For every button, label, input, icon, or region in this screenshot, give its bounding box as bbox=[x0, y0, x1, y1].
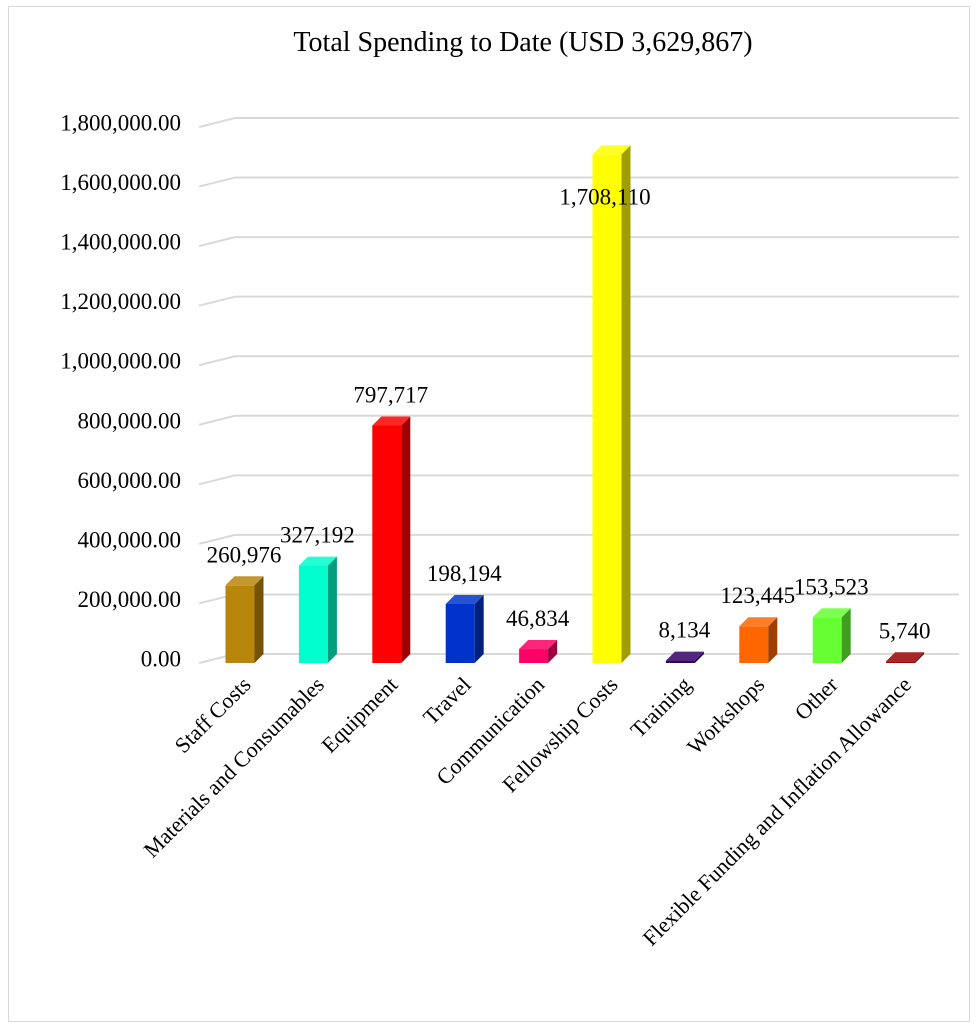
bar-front bbox=[225, 585, 255, 663]
bar-front bbox=[519, 649, 549, 663]
bar-side bbox=[841, 608, 851, 663]
y-tick-label: 400,000.00 bbox=[78, 527, 182, 552]
data-label: 1,708,110 bbox=[559, 184, 650, 209]
y-tick-label: 1,000,000.00 bbox=[60, 349, 181, 374]
y-tick-label: 1,200,000.00 bbox=[60, 289, 181, 314]
bar-side bbox=[768, 617, 778, 663]
bar-side bbox=[548, 640, 558, 663]
gridline-diagonal bbox=[198, 414, 236, 426]
bar-top bbox=[445, 594, 484, 604]
bar-top bbox=[886, 652, 925, 662]
y-tick-label: 200,000.00 bbox=[78, 587, 182, 612]
y-tick-label: 800,000.00 bbox=[78, 408, 182, 433]
bar bbox=[739, 617, 778, 663]
data-label: 153,523 bbox=[794, 574, 869, 599]
data-label: 5,740 bbox=[879, 618, 931, 643]
bar-top bbox=[665, 651, 704, 661]
data-label: 327,192 bbox=[280, 523, 355, 548]
bar bbox=[665, 651, 704, 663]
bar-front bbox=[886, 661, 916, 663]
bar-side bbox=[915, 652, 925, 663]
bar-side bbox=[401, 416, 411, 663]
bar-top bbox=[372, 416, 411, 426]
gridline-diagonal bbox=[198, 176, 236, 188]
bar bbox=[519, 640, 558, 663]
bar bbox=[812, 608, 851, 663]
bar-chart: Total Spending to Date (USD 3,629,867) 0… bbox=[60, 27, 959, 951]
bar-top bbox=[225, 576, 264, 586]
bar bbox=[592, 145, 631, 663]
chart-frame: Total Spending to Date (USD 3,629,867) 0… bbox=[8, 6, 970, 1022]
bar-front bbox=[372, 425, 402, 663]
bar-top bbox=[592, 145, 631, 155]
bar-side bbox=[327, 556, 337, 663]
category-label: Flexible Funding and Inflation Allowance bbox=[637, 672, 916, 951]
bar-side bbox=[474, 594, 484, 663]
category-label: Travel bbox=[418, 672, 476, 730]
bar-side bbox=[694, 651, 704, 663]
data-label: 797,717 bbox=[353, 382, 428, 407]
bar bbox=[445, 594, 484, 663]
bar-top bbox=[519, 640, 558, 650]
y-tick-label: 600,000.00 bbox=[78, 468, 182, 493]
y-axis-tick-labels: 0.00 200,000.00 400,000.00 600,000.00 800,00… bbox=[60, 111, 181, 672]
gridline-diagonal bbox=[198, 236, 236, 248]
category-label: Workshops bbox=[682, 672, 769, 759]
category-label: Other bbox=[790, 671, 844, 725]
data-label: 8,134 bbox=[659, 618, 711, 643]
y-tick-label: 1,800,000.00 bbox=[60, 111, 181, 136]
bar bbox=[225, 576, 264, 663]
bar-front bbox=[665, 660, 695, 663]
bar bbox=[298, 556, 337, 663]
gridline-diagonal bbox=[198, 117, 236, 128]
bar-front bbox=[592, 154, 622, 663]
bars bbox=[225, 145, 925, 663]
category-label: Equipment bbox=[316, 672, 402, 758]
bar bbox=[886, 652, 925, 663]
bar-front bbox=[739, 626, 769, 663]
bar-side bbox=[254, 576, 264, 663]
data-label: 46,834 bbox=[506, 606, 570, 631]
chart-title: Total Spending to Date (USD 3,629,867) bbox=[293, 27, 752, 58]
y-tick-label: 1,400,000.00 bbox=[60, 230, 181, 255]
data-label: 198,194 bbox=[427, 561, 502, 586]
bar-side bbox=[621, 145, 631, 663]
data-label: 260,976 bbox=[207, 542, 282, 567]
data-label: 123,445 bbox=[720, 583, 795, 608]
bar-front bbox=[445, 603, 475, 663]
bar-front bbox=[812, 617, 842, 663]
y-tick-label: 0.00 bbox=[141, 647, 181, 672]
bar-top bbox=[298, 556, 337, 566]
gridline-diagonal bbox=[198, 533, 236, 545]
bar-front bbox=[298, 565, 328, 663]
bar-top bbox=[739, 617, 778, 627]
category-label: Training bbox=[625, 672, 696, 743]
gridline-diagonal bbox=[198, 295, 236, 307]
y-tick-label: 1,600,000.00 bbox=[60, 170, 181, 195]
gridline-diagonal bbox=[198, 355, 236, 367]
bar bbox=[372, 416, 411, 663]
gridline-diagonal bbox=[198, 474, 236, 486]
bar-top bbox=[812, 608, 851, 618]
